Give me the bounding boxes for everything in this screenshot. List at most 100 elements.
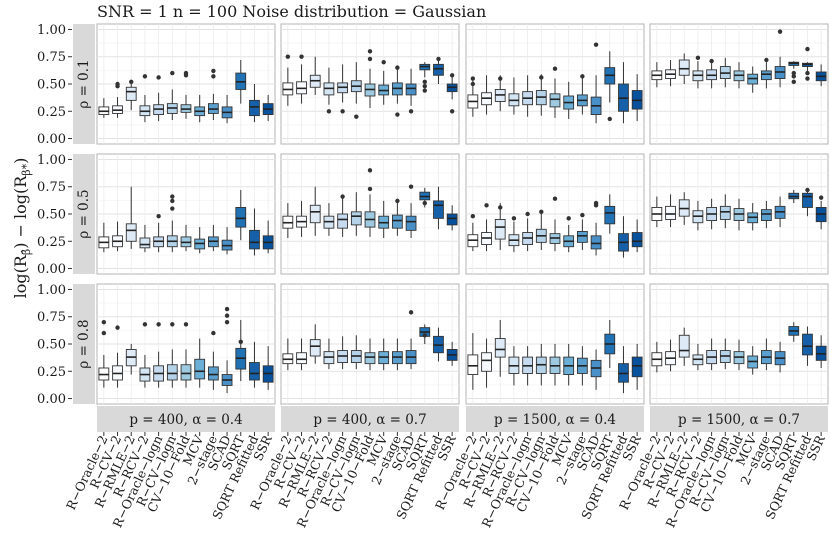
- box-SQRT: [419, 62, 431, 93]
- box-MCV: [563, 344, 575, 386]
- outlier-point: [224, 313, 230, 318]
- outlier-point: [170, 70, 175, 76]
- box-SCAD: [590, 349, 602, 390]
- box-SSR: [631, 219, 643, 253]
- box-body: [405, 215, 417, 231]
- box-R−CV−2: [665, 60, 676, 87]
- outlier-point: [422, 88, 427, 93]
- outlier-point: [498, 205, 503, 210]
- box-body: [125, 86, 137, 101]
- box-R−RCV−2: [508, 77, 520, 115]
- outlier-point: [593, 42, 599, 47]
- outlier-point: [211, 74, 216, 79]
- y-tick-label: 0.25: [37, 235, 66, 250]
- box-SQRT Refitted: [249, 84, 260, 123]
- outlier-point: [115, 325, 120, 330]
- box-R−CV−2: [481, 338, 492, 388]
- outlier-point: [422, 83, 427, 89]
- box-2−stage: [577, 74, 588, 115]
- box-2−stage: [208, 68, 219, 120]
- box-body: [309, 339, 321, 357]
- box-SQRT: [235, 190, 247, 241]
- outlier-point: [422, 79, 427, 85]
- box-R−Oracle−logn: [337, 64, 348, 114]
- box-SCAD: [774, 29, 786, 88]
- box-CV−10−Fold: [180, 70, 192, 119]
- outlier-point: [115, 81, 120, 87]
- outlier-point: [764, 57, 769, 63]
- outlier-point: [142, 322, 148, 327]
- box-R−CV−logn: [535, 209, 547, 250]
- outlier-point: [224, 306, 230, 312]
- box-body: [494, 219, 506, 240]
- box-body: [296, 352, 307, 365]
- y-tick-label: 0.25: [37, 365, 66, 380]
- box-CV−10−Fold: [180, 322, 192, 388]
- box-R−RCV−2: [323, 338, 335, 370]
- outlier-point: [224, 319, 230, 325]
- box-SQRT: [788, 322, 800, 342]
- box-body: [665, 205, 676, 220]
- box-R−Oracle−logn: [153, 213, 164, 253]
- outlier-point: [183, 322, 189, 327]
- panel-r1-c2: [465, 153, 645, 275]
- box-R−RMLE−2: [678, 327, 690, 366]
- outlier-point: [422, 333, 427, 338]
- box-MCV: [194, 338, 206, 388]
- outlier-point: [552, 66, 558, 71]
- box-body: [678, 334, 690, 358]
- outlier-point: [326, 109, 332, 114]
- y-tick-label: 0.50: [37, 338, 66, 353]
- box-body: [761, 70, 772, 81]
- box-MCV: [378, 200, 390, 238]
- box-R−RCV−2: [139, 322, 151, 388]
- box-R−Oracle−2: [282, 54, 294, 106]
- y-axis-label: log(Rβ̂) − log(Rβ*): [11, 158, 33, 299]
- outlier-point: [183, 70, 189, 76]
- box-body: [802, 333, 813, 356]
- box-R−Oracle−2: [282, 203, 294, 238]
- row-strip: [73, 24, 95, 144]
- outlier-point: [101, 319, 107, 325]
- box-SSR: [815, 195, 827, 230]
- box-CV−10−Fold: [364, 168, 376, 237]
- box-SSR: [815, 335, 827, 368]
- box-R−CV−logn: [166, 322, 178, 388]
- outlier-point: [805, 76, 810, 81]
- box-R−Oracle−2: [467, 76, 479, 117]
- box-body: [590, 235, 602, 250]
- outlier-point: [470, 81, 476, 87]
- y-axis-label-subscript: β̂: [20, 249, 33, 255]
- box-SQRT: [788, 61, 800, 85]
- box-R−CV−2: [665, 194, 676, 228]
- box-R−Oracle−logn: [706, 198, 717, 230]
- box-body: [481, 352, 492, 372]
- box-R−Oracle−2: [98, 319, 110, 388]
- box-R−Oracle−2: [467, 213, 479, 252]
- row-strip-label: ρ = 0.8: [76, 319, 92, 368]
- outlier-point: [354, 114, 359, 119]
- box-2−stage: [392, 198, 403, 236]
- box-SSR: [446, 205, 458, 231]
- outlier-point: [566, 216, 571, 221]
- outlier-point: [142, 74, 148, 79]
- column-strip-label: p = 1500, α = 0.7: [678, 412, 800, 428]
- box-R−RCV−2: [508, 346, 520, 386]
- box-SCAD: [221, 227, 233, 255]
- box-SSR: [815, 64, 827, 87]
- outlier-point: [818, 195, 824, 200]
- box-R−RMLE−2: [309, 186, 321, 236]
- box-SSR: [262, 220, 274, 254]
- svg-text:log(Rβ̂) − log(Rβ*): log(Rβ̂) − log(Rβ*): [11, 158, 33, 299]
- box-SQRT: [788, 190, 800, 204]
- box-R−CV−logn: [350, 335, 362, 370]
- box-body: [309, 204, 321, 224]
- outlier-point: [170, 198, 175, 204]
- outlier-point: [511, 216, 517, 221]
- box-SSR: [446, 341, 458, 366]
- box-MCV: [194, 94, 206, 123]
- outlier-point: [211, 330, 216, 336]
- box-R−Oracle−logn: [706, 338, 717, 371]
- box-2−stage: [577, 346, 588, 386]
- box-R−RCV−2: [692, 55, 704, 89]
